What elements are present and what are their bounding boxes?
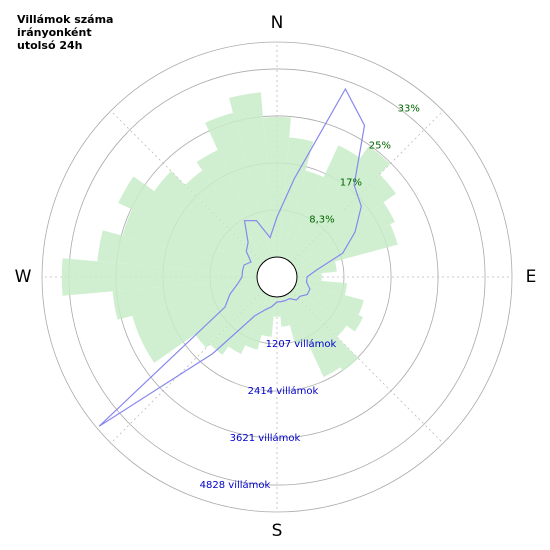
percent-bar bbox=[296, 278, 347, 296]
percent-bar bbox=[278, 137, 314, 258]
percent-bar bbox=[293, 202, 395, 269]
count-tick-label: 3621 villámok bbox=[230, 432, 301, 444]
direction-label: E bbox=[526, 267, 537, 287]
percent-bar bbox=[61, 258, 258, 296]
percent-bar bbox=[112, 278, 258, 320]
percent-bar bbox=[291, 288, 347, 338]
percent-bar bbox=[228, 293, 269, 354]
percent-bar bbox=[194, 288, 263, 348]
percent-bar bbox=[282, 170, 324, 259]
percent-tick-label: 33% bbox=[398, 103, 420, 114]
count-tick-label: 1207 villámok bbox=[266, 338, 337, 350]
center-hole bbox=[256, 256, 298, 298]
percent-bar bbox=[293, 285, 364, 332]
percent-tick-label: 17% bbox=[340, 177, 362, 188]
percent-bar bbox=[132, 282, 259, 341]
percent-bar bbox=[122, 209, 259, 272]
percent-bar bbox=[288, 291, 359, 372]
percent-tick-label: 25% bbox=[369, 140, 391, 151]
percent-bar bbox=[209, 291, 266, 355]
percent-bar bbox=[141, 285, 261, 363]
percent-bar bbox=[285, 145, 361, 261]
title-line: irányonként bbox=[17, 26, 92, 39]
count-tick-label: 2414 villámok bbox=[248, 385, 319, 397]
percent-tick-label: 8,3% bbox=[309, 214, 334, 225]
percent-bar bbox=[185, 170, 266, 263]
outer-circle bbox=[41, 41, 513, 513]
percent-bar bbox=[154, 171, 263, 266]
direction-label: N bbox=[271, 13, 284, 33]
percent-bar bbox=[263, 117, 291, 258]
percent-bar bbox=[118, 176, 261, 269]
direction-label: S bbox=[272, 521, 283, 541]
percent-bar bbox=[288, 145, 391, 263]
percent-bar bbox=[229, 92, 276, 258]
percent-bar bbox=[278, 296, 290, 327]
percent-bar bbox=[291, 174, 397, 266]
count-tick-label: 4828 villámok bbox=[200, 479, 271, 491]
title-line: utolsó 24h bbox=[17, 39, 83, 52]
percent-bar bbox=[97, 230, 258, 276]
count-line bbox=[98, 87, 366, 427]
direction-label: W bbox=[15, 267, 32, 287]
title-line: Villámok száma bbox=[17, 13, 113, 26]
percent-bar bbox=[295, 282, 364, 316]
percent-bar bbox=[296, 261, 337, 276]
percent-bar bbox=[282, 295, 307, 345]
percent-bar bbox=[245, 295, 272, 350]
percent-bar bbox=[296, 273, 322, 281]
percent-bar bbox=[285, 293, 341, 377]
percent-bar bbox=[205, 112, 272, 259]
percent-bar bbox=[196, 149, 269, 261]
